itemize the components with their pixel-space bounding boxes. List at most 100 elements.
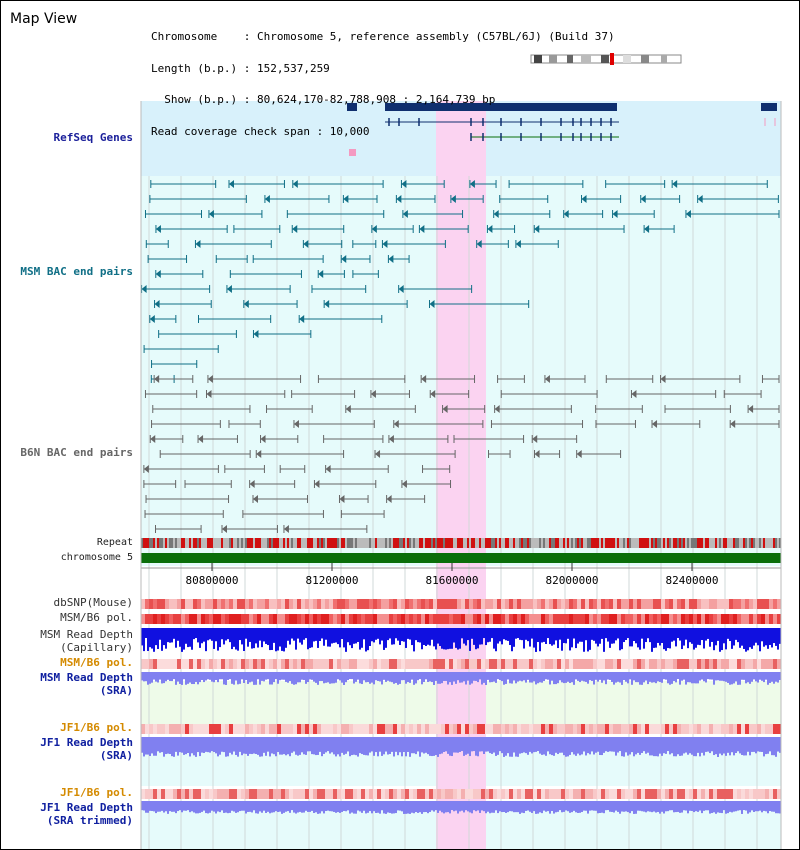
jf1-b6-pol-heatmap	[761, 724, 765, 734]
jf1-read-depth-sra-bar	[543, 737, 545, 755]
jf1-b6-pol-heatmap	[345, 724, 349, 734]
jf1-read-depth-trimmed-bar	[665, 801, 667, 812]
jf1-b6-pol-heatmap	[729, 724, 733, 734]
info-line-chromosome: Chromosome : Chromosome 5, reference ass…	[151, 30, 615, 43]
jf1-read-depth-trimmed-bar	[649, 801, 651, 812]
dbsnp-heatmap	[209, 599, 213, 609]
msm-b6-pol-heatmap	[361, 614, 365, 624]
jf1-b6-pol-heatmap	[649, 789, 653, 799]
msm-bac-pair	[303, 240, 309, 248]
repeat-block	[439, 538, 441, 548]
jf1-b6-pol-heatmap	[733, 789, 737, 799]
repeat-block	[351, 538, 353, 548]
repeat-block	[653, 538, 655, 548]
msm-b6-pol-heatmap	[609, 614, 613, 624]
repeat-block	[431, 538, 433, 548]
jf1-b6-pol-heatmap	[637, 724, 641, 734]
repeat-block	[491, 538, 493, 548]
dbsnp-heatmap	[669, 599, 673, 609]
repeat-block	[553, 538, 555, 548]
msm-b6-pol-heatmap	[149, 614, 153, 624]
msm-read-depth-capillary-bar	[141, 628, 143, 646]
repeat-block	[499, 538, 501, 548]
msm-read-depth-sra-bar	[621, 672, 623, 685]
msm-read-depth-capillary-bar	[627, 628, 629, 639]
jf1-b6-pol-heatmap	[477, 789, 481, 799]
msm-read-depth-capillary-bar	[745, 628, 747, 652]
msm-b6-pol-heatmap	[337, 659, 341, 669]
dbsnp-heatmap	[641, 599, 645, 609]
dbsnp-heatmap	[713, 599, 717, 609]
repeat-block	[257, 538, 259, 548]
repeat-block	[399, 538, 401, 548]
repeat-block	[159, 538, 161, 548]
repeat-block	[565, 538, 567, 548]
msm-b6-pol-heatmap	[389, 659, 393, 669]
jf1-read-depth-trimmed-bar	[661, 801, 663, 812]
repeat-block	[251, 538, 253, 548]
jf1-read-depth-sra-bar	[473, 737, 475, 752]
jf1-read-depth-sra-bar	[171, 737, 173, 757]
msm-b6-pol-heatmap	[685, 659, 689, 669]
jf1-b6-pol-heatmap	[413, 724, 417, 734]
jf1-read-depth-trimmed-bar	[539, 801, 541, 813]
jf1-b6-pol-heatmap	[249, 724, 253, 734]
jf1-read-depth-sra-bar	[245, 737, 247, 754]
msm-read-depth-sra-bar	[475, 672, 477, 681]
msm-b6-pol-heatmap	[549, 659, 553, 669]
dbsnp-heatmap	[417, 599, 421, 609]
jf1-read-depth-sra-bar	[167, 737, 169, 754]
repeat-block	[369, 538, 371, 548]
jf1-read-depth-trimmed-bar	[143, 801, 145, 811]
label-refseq-genes[interactable]: RefSeq Genes	[53, 131, 133, 144]
jf1-b6-pol-heatmap	[765, 789, 769, 799]
jf1-b6-pol-heatmap	[301, 724, 305, 734]
jf1-b6-pol-heatmap	[369, 724, 373, 734]
msm-b6-pol-heatmap	[353, 614, 357, 624]
msm-read-depth-sra-bar	[299, 672, 301, 683]
jf1-read-depth-trimmed-bar	[485, 801, 487, 814]
jf1-read-depth-sra-bar	[329, 737, 331, 754]
msm-read-depth-capillary-bar	[609, 628, 611, 648]
msm-bac-pair	[685, 210, 691, 218]
msm-read-depth-sra-bar	[309, 672, 311, 680]
dbsnp-heatmap	[509, 599, 513, 609]
repeat-block	[621, 538, 623, 548]
dbsnp-heatmap	[621, 599, 625, 609]
msm-read-depth-capillary-bar	[215, 628, 217, 642]
jf1-read-depth-sra-bar	[391, 737, 393, 752]
jf1-read-depth-trimmed-bar	[555, 801, 557, 813]
dbsnp-heatmap	[701, 599, 705, 609]
msm-b6-pol-heatmap	[477, 614, 481, 624]
jf1-read-depth-trimmed-bar	[201, 801, 203, 812]
msm-b6-pol-heatmap	[241, 659, 245, 669]
jf1-b6-pol-heatmap	[677, 724, 681, 734]
msm-b6-pol-heatmap	[197, 659, 201, 669]
label-msm-bac-end-pairs[interactable]: MSM BAC end pairs	[20, 265, 133, 278]
jf1-read-depth-sra-bar	[511, 737, 513, 757]
repeat-block	[367, 538, 369, 548]
jf1-b6-pol-heatmap	[549, 789, 553, 799]
msm-b6-pol-heatmap	[453, 659, 457, 669]
msm-read-depth-capillary-bar	[451, 628, 453, 649]
jf1-read-depth-sra-bar	[569, 737, 571, 755]
label-b6n-bac-end-pairs[interactable]: B6N BAC end pairs	[20, 446, 133, 459]
jf1-read-depth-sra-bar	[389, 737, 391, 755]
repeat-block	[615, 538, 617, 548]
msm-read-depth-capillary-bar	[605, 628, 607, 639]
jf1-read-depth-trimmed-bar	[475, 801, 477, 812]
jf1-b6-pol-heatmap	[773, 789, 777, 799]
msm-b6-pol-heatmap	[521, 614, 525, 624]
msm-bac-pair	[141, 285, 147, 293]
msm-read-depth-capillary-bar	[367, 628, 369, 651]
msm-b6-pol-heatmap	[193, 614, 197, 624]
msm-read-depth-capillary-bar	[651, 628, 653, 652]
jf1-read-depth-trimmed-bar	[735, 801, 737, 812]
msm-read-depth-capillary-bar	[425, 628, 427, 646]
msm-read-depth-capillary-bar	[635, 628, 637, 644]
jf1-read-depth-sra-bar	[261, 737, 263, 757]
jf1-read-depth-sra-bar	[343, 737, 345, 755]
dbsnp-heatmap	[213, 599, 217, 609]
msm-read-depth-sra-bar	[535, 672, 537, 685]
